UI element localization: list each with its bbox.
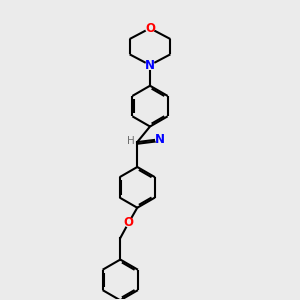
Text: N: N <box>155 133 165 146</box>
Circle shape <box>146 24 154 32</box>
Text: O: O <box>124 216 134 229</box>
Circle shape <box>124 218 133 227</box>
Circle shape <box>156 135 164 143</box>
Text: N: N <box>145 58 155 72</box>
Circle shape <box>146 61 154 69</box>
Text: H: H <box>127 136 135 146</box>
Text: O: O <box>145 22 155 35</box>
